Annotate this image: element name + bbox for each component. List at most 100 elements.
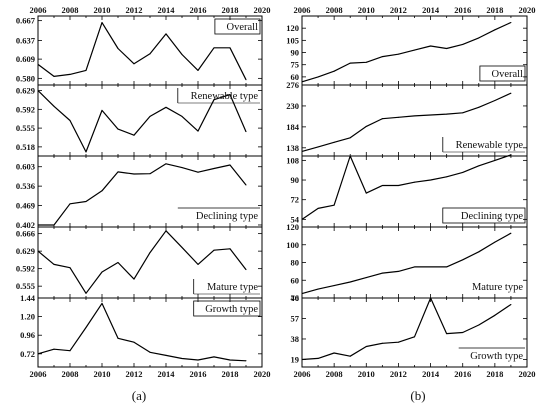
data-point [149,53,151,55]
y-tick-label: 75 [291,60,300,70]
data-point [317,207,319,209]
x-tick-label: 2006 [294,369,311,379]
data-point [365,346,367,348]
data-point [53,263,55,265]
data-point [478,251,480,253]
data-point [85,69,87,71]
panel-left-2: 0.402 0.469 0.536 0.603 Declining type [16,155,263,230]
data-point [446,333,448,335]
data-point [229,47,231,49]
y-tick-label: 0.666 [16,229,35,239]
series-line [301,232,512,295]
series-line [37,22,247,80]
series-line [301,154,512,220]
data-point [414,49,415,51]
data-point [69,73,71,75]
data-point [53,348,55,350]
data-point [414,181,415,183]
data-point [462,259,464,261]
y-tick-label: 0.72 [20,349,35,359]
data-point [133,134,135,136]
data-point [414,115,415,117]
x-tick-label: 2010 [94,369,111,379]
panel-label-box [479,65,526,82]
data-point [101,302,103,304]
data-point [229,248,231,250]
data-point [101,22,103,24]
data-point [365,192,367,194]
y-tick-label: 80 [291,258,300,268]
y-tick-label: 120 [286,23,299,33]
y-tick-label: 0.603 [16,162,35,172]
data-point [213,99,215,101]
data-point [213,167,215,169]
data-point [462,332,464,333]
data-point [462,112,464,114]
data-point [165,106,167,108]
series-line [301,297,512,361]
y-tick-label: 0.402 [16,220,35,230]
x-tick-label: 2020 [519,5,536,15]
data-point [494,314,496,316]
data-point [229,359,231,361]
data-point [229,164,231,166]
data-point [446,113,448,115]
data-point [117,48,119,50]
series-line [301,92,512,152]
x-tick-label: 2012 [126,5,143,15]
data-point [478,324,480,326]
panel-left-3: 0.555 0.592 0.629 0.666 Mature type [16,226,263,299]
series-line [37,230,247,294]
panel-label-box [193,300,261,317]
x-tick-label: 2012 [126,369,143,379]
data-point [494,159,496,161]
data-point [101,271,103,273]
panel-right-2: 54 72 90 108 Declining type [286,154,528,228]
panel-label: Declining type [196,211,258,222]
x-tick-label: 2008 [326,369,343,379]
y-tick-label: 120 [286,222,299,232]
data-point [69,120,71,121]
data-point [317,357,319,359]
x-tick-label: 2014 [422,5,440,15]
data-point [149,173,151,175]
data-point [317,76,319,78]
data-point [197,263,199,265]
data-point [478,37,480,39]
panel-left-1: 0.518 0.555 0.592 0.629 Renewable type [16,84,263,157]
panel-label: Mature type [207,282,258,293]
data-point [197,69,199,71]
data-point [53,105,55,107]
data-point [494,241,496,243]
data-point [333,141,335,143]
data-point [301,218,303,220]
data-point [462,171,464,173]
data-point [510,92,512,94]
panel-left-4: 0.72 0.96 1.20 1.44 2006 2008 2010 2012 2014 2016… [20,293,270,379]
data-point [69,350,71,352]
data-point [85,200,87,202]
data-point [133,278,135,280]
y-tick-label: 0.592 [16,264,35,274]
x-tick-label: 2018 [486,5,503,15]
data-point [494,99,496,101]
y-tick-label: 38 [291,334,300,344]
y-tick-label: 54 [291,214,300,224]
data-point [446,266,448,268]
y-tick-label: 72 [291,195,300,205]
x-tick-label: 2008 [62,369,79,379]
data-point [37,90,39,92]
data-point [430,179,432,181]
caption-left: (a) [132,388,146,403]
y-tick-label: 0.555 [16,123,35,133]
y-tick-label: 105 [286,35,299,45]
y-tick-label: 0.555 [16,281,35,291]
x-tick-label: 2006 [30,5,47,15]
series-line [37,302,247,362]
y-tick-label: 1.44 [20,293,36,303]
data-point [245,131,247,133]
y-tick-label: 184 [286,122,300,132]
data-point [53,75,55,77]
data-point [494,29,496,31]
